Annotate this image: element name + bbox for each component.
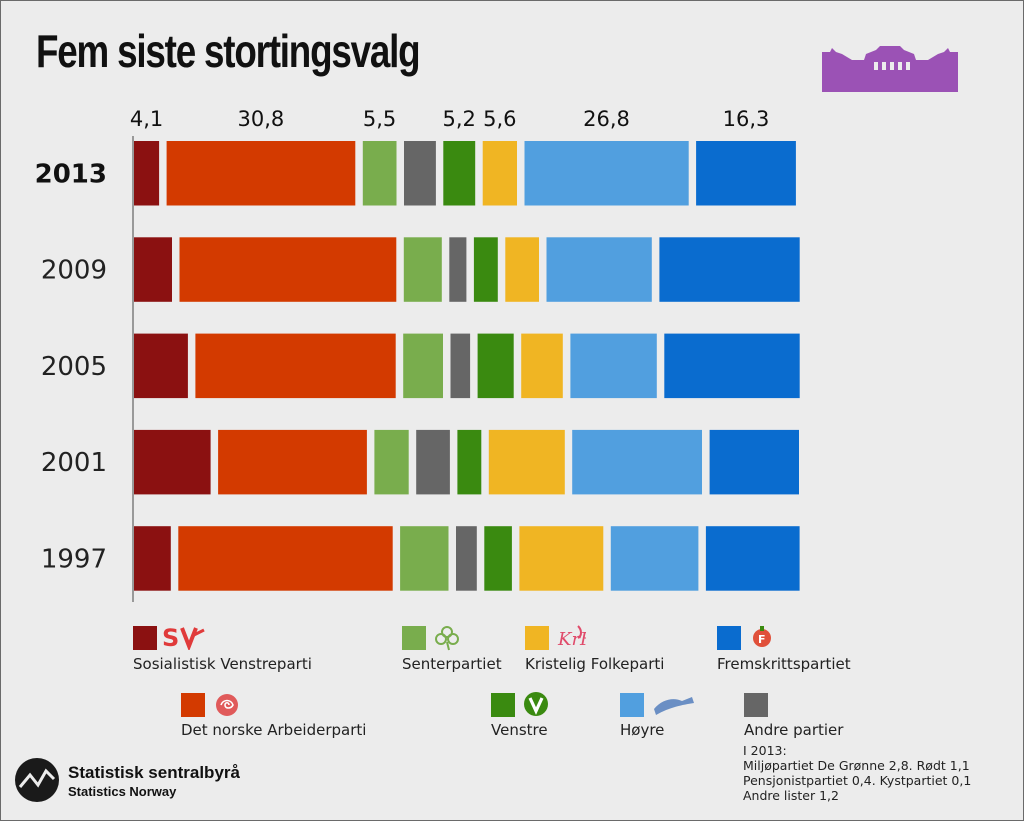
bar-2005-h-yre <box>570 333 657 399</box>
sv-logo-icon: S <box>162 624 205 650</box>
bar-1997-sosialistisk-venstreparti <box>134 526 171 591</box>
footnote-line: Andre lister 1,2 <box>743 788 839 803</box>
bar-1997-det-norske-arbeiderparti <box>178 526 393 591</box>
top-value-label: 5,5 <box>363 107 396 131</box>
bar-2005-det-norske-arbeiderparti <box>195 333 396 399</box>
legend-swatch-h <box>620 693 644 717</box>
bar-1997-fremskrittspartiet <box>705 526 800 591</box>
bar-2005-sosialistisk-venstreparti <box>134 333 188 399</box>
bar-1997-andre-partier <box>456 526 477 591</box>
top-value-label: 5,2 <box>442 107 475 131</box>
bar-1997-senterpartiet <box>400 526 449 591</box>
bar-2013-venstre <box>443 141 476 206</box>
bar-2009-sosialistisk-venstreparti <box>134 237 172 302</box>
bar-2005-andre-partier <box>450 333 471 399</box>
bar-2009-venstre <box>473 237 498 302</box>
bar-2001-senterpartiet <box>374 429 409 495</box>
year-label-2001: 2001 <box>41 448 107 478</box>
bar-2005-kristelig-folkeparti <box>521 333 563 399</box>
bar-2009-det-norske-arbeiderparti <box>179 237 397 302</box>
footnote-line: Pensjonistpartiet 0,4. Kystpartiet 0,1 <box>743 773 972 788</box>
legend-swatch-sv <box>133 626 157 650</box>
legend-label-ap: Det norske Arbeiderparti <box>181 721 367 739</box>
footnote-line: Miljøpartiet De Grønne 2,8. Rødt 1,1 <box>743 758 970 773</box>
legend-swatch-ap <box>181 693 205 717</box>
legend-swatch-krf <box>525 626 549 650</box>
rose-icon <box>216 694 238 716</box>
hoyre-logo-icon <box>654 697 694 715</box>
bar-2009-h-yre <box>546 237 652 302</box>
footnote-line: I 2013: <box>743 743 787 758</box>
legend-label-sv: Sosialistisk Venstreparti <box>133 655 312 673</box>
legend-label-v: Venstre <box>491 721 548 739</box>
top-value-label: 30,8 <box>238 107 285 131</box>
legend-swatch-andre <box>744 693 768 717</box>
legend-swatch-v <box>491 693 515 717</box>
top-value-label: 16,3 <box>723 107 770 131</box>
legend-label-sp: Senterpartiet <box>402 655 502 673</box>
bar-2005-venstre <box>477 333 514 399</box>
bar-2009-senterpartiet <box>403 237 442 302</box>
svg-text:KrF: KrF <box>557 629 586 650</box>
clover-icon <box>435 626 459 651</box>
bar-2009-fremskrittspartiet <box>659 237 800 302</box>
storting-building-icon <box>822 46 958 92</box>
bar-2005-fremskrittspartiet <box>664 333 800 399</box>
bar-2009-andre-partier <box>449 237 467 302</box>
bar-2013-h-yre <box>524 141 689 206</box>
year-label-1997: 1997 <box>41 544 107 574</box>
legend-label-krf: Kristelig Folkeparti <box>525 655 665 673</box>
bar-1997-kristelig-folkeparti <box>519 526 604 591</box>
bar-1997-h-yre <box>610 526 699 591</box>
chart-title: Fem siste stortingsvalg <box>36 25 421 77</box>
svg-text:S: S <box>162 624 179 650</box>
bar-1997-venstre <box>484 526 512 591</box>
bar-2001-andre-partier <box>416 429 450 495</box>
legend-label-h: Høyre <box>620 721 665 739</box>
legend-swatch-sp <box>402 626 426 650</box>
top-value-label: 4,1 <box>130 107 163 131</box>
top-value-label: 5,6 <box>483 107 516 131</box>
bar-2005-senterpartiet <box>403 333 443 399</box>
year-label-2009: 2009 <box>41 256 107 286</box>
ssb-logo-icon <box>15 758 59 802</box>
legend-label-frp: Fremskrittspartiet <box>717 655 851 673</box>
venstre-logo-icon <box>524 692 548 716</box>
legend-label-andre: Andre partier <box>744 721 844 739</box>
bar-2001-h-yre <box>572 429 702 495</box>
bar-2001-fremskrittspartiet <box>709 429 799 495</box>
bar-2009-kristelig-folkeparti <box>505 237 539 302</box>
top-value-label: 26,8 <box>583 107 630 131</box>
bar-2013-senterpartiet <box>362 141 397 206</box>
bar-2001-sosialistisk-venstreparti <box>134 429 211 495</box>
bar-2013-andre-partier <box>404 141 436 206</box>
bar-2001-kristelig-folkeparti <box>488 429 565 495</box>
krf-logo-icon: KrF <box>557 625 586 650</box>
bar-2013-kristelig-folkeparti <box>482 141 517 206</box>
bar-2013-fremskrittspartiet <box>696 141 796 206</box>
org-name-en: Statistics Norway <box>68 784 177 799</box>
org-name: Statistisk sentralbyrå <box>68 763 240 782</box>
svg-text:F: F <box>758 633 766 646</box>
year-label-2013: 2013 <box>35 159 107 189</box>
bar-2013-sosialistisk-venstreparti <box>134 141 160 206</box>
frp-logo-icon: F <box>753 626 771 647</box>
bar-2001-det-norske-arbeiderparti <box>218 429 367 495</box>
legend-swatch-frp <box>717 626 741 650</box>
bar-2001-venstre <box>457 429 482 495</box>
year-label-2005: 2005 <box>41 352 107 382</box>
bar-2013-det-norske-arbeiderparti <box>166 141 356 206</box>
footnote-2013: I 2013: Miljøpartiet De Grønne 2,8. Rødt… <box>743 743 971 803</box>
